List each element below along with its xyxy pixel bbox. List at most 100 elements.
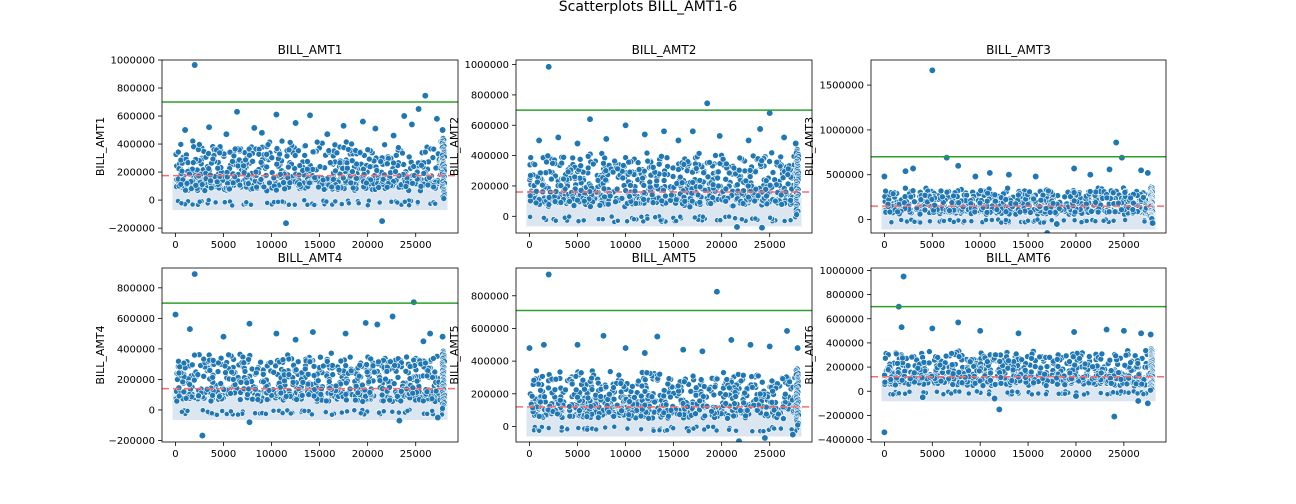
cloud-point	[720, 369, 727, 376]
data-point	[713, 288, 721, 296]
cloud-point	[214, 368, 222, 375]
cloud-point	[1025, 217, 1031, 224]
cloud-point	[1127, 194, 1134, 202]
cloud-point	[401, 198, 408, 205]
cloud-point	[1030, 379, 1037, 387]
cloud-point	[285, 146, 293, 154]
cloud-point	[355, 372, 363, 380]
cloud-point	[772, 197, 779, 205]
cloud-point	[610, 395, 618, 403]
cloud-point	[309, 166, 317, 173]
data-point	[309, 328, 317, 336]
cloud-point	[1037, 364, 1044, 372]
cloud-point	[762, 177, 770, 184]
cloud-point	[575, 425, 582, 431]
cloud-point	[609, 168, 617, 176]
cloud-point	[787, 217, 794, 224]
cloud-point	[997, 380, 1005, 387]
cloud-point	[1118, 206, 1125, 213]
cloud-point	[712, 152, 719, 159]
cloud-point	[1054, 380, 1061, 388]
cloud-point	[652, 214, 659, 221]
cloud-point	[732, 215, 738, 222]
cloud-point	[275, 198, 281, 205]
y-tick-label: 200000	[471, 389, 509, 400]
cloud-point	[212, 199, 219, 206]
cloud-point	[430, 355, 437, 362]
data-point	[954, 162, 962, 170]
data-point	[371, 124, 380, 133]
cloud-point	[726, 426, 732, 433]
cloud-point	[178, 200, 185, 207]
cloud-point	[209, 374, 216, 381]
cloud-point	[369, 362, 377, 370]
x-tick-label: 10000	[256, 449, 288, 460]
cloud-point	[566, 198, 573, 205]
x-tick-label: 0	[526, 240, 532, 251]
cloud-point	[1046, 353, 1053, 361]
cloud-point	[206, 367, 214, 374]
cloud-point	[991, 381, 999, 388]
cloud-point	[548, 175, 555, 183]
cloud-point	[298, 392, 306, 399]
cloud-point	[581, 385, 588, 393]
cloud-point	[661, 171, 668, 178]
cloud-point	[695, 150, 703, 157]
cloud-point	[649, 164, 657, 171]
cloud-point	[898, 376, 906, 384]
cloud-point	[191, 376, 198, 384]
data-point	[1112, 138, 1120, 147]
cloud-point	[667, 406, 675, 414]
subplot-title: BILL_AMT2	[632, 43, 697, 57]
cloud-point	[180, 388, 188, 396]
cloud-point	[1140, 194, 1147, 201]
cloud-point	[676, 411, 683, 418]
cloud-point	[263, 151, 271, 158]
cloud-point	[1125, 389, 1132, 396]
cloud-point	[217, 380, 224, 387]
cloud-point	[784, 171, 792, 178]
cloud-point	[534, 178, 541, 186]
plot-area	[162, 270, 458, 440]
cloud-point	[741, 389, 748, 397]
cloud-point	[342, 379, 350, 387]
cloud-point	[189, 361, 196, 369]
cloud-point	[700, 169, 708, 176]
cloud-point	[365, 378, 373, 386]
x-tick-label: 20000	[1060, 240, 1092, 251]
cloud-point	[710, 423, 717, 430]
cloud-point	[596, 202, 604, 209]
cloud-point	[773, 158, 781, 166]
cloud-point	[898, 217, 905, 223]
x-tick-label: 0	[172, 449, 178, 460]
cloud-point	[292, 366, 300, 374]
cloud-point	[640, 182, 648, 189]
cloud-point	[222, 369, 229, 376]
cloud-point	[360, 171, 368, 178]
data-point	[395, 416, 404, 425]
cloud-point	[221, 199, 228, 206]
cloud-point	[724, 414, 731, 422]
cloud-point	[664, 380, 672, 388]
cloud-point	[726, 213, 732, 220]
cloud-point	[584, 426, 591, 433]
cloud-point	[397, 397, 405, 405]
cloud-point	[767, 214, 773, 221]
cloud-point	[1078, 219, 1085, 226]
cloud-point	[325, 147, 333, 154]
cloud-point	[366, 163, 374, 170]
x-tick-label: 10000	[610, 449, 642, 460]
data-point	[434, 413, 442, 422]
y-tick-label: 600000	[117, 112, 155, 123]
cloud-point	[629, 383, 636, 390]
cloud-point	[566, 412, 574, 420]
cloud-point	[1043, 363, 1051, 370]
cloud-point	[383, 160, 391, 167]
data-point	[909, 164, 917, 173]
cloud-point	[287, 410, 294, 417]
cloud-point	[1138, 380, 1146, 388]
cloud-point	[1106, 356, 1114, 364]
data-point	[1053, 220, 1061, 228]
cloud-point	[371, 368, 378, 376]
cloud-point	[626, 168, 634, 176]
